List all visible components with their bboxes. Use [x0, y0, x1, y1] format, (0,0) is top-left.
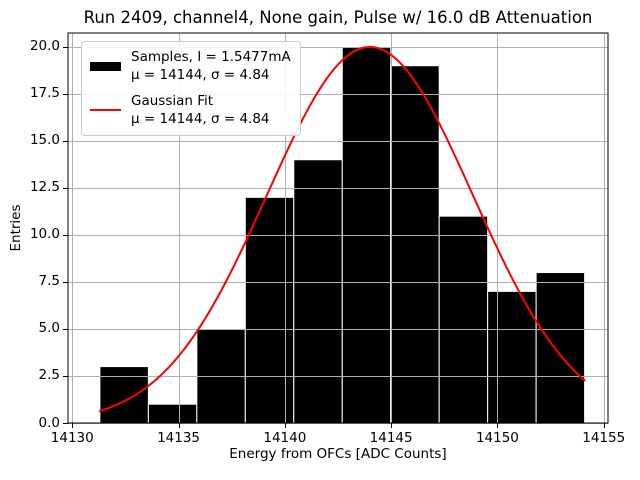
- gaussian-fit-curve: [98, 45, 586, 412]
- legend: Samples, I = 1.5477mA μ = 14144, σ = 4.8…: [81, 41, 301, 137]
- histogram-bar: [438, 215, 489, 424]
- fit-swatch-box: [90, 109, 121, 112]
- histogram-bar: [147, 403, 198, 424]
- y-tick-label: 10.0: [29, 226, 60, 243]
- x-tick-label: 14140: [263, 430, 307, 446]
- histogram-bar: [293, 159, 343, 424]
- legend-entry-gaussian-fit: Gaussian Fit μ = 14144, σ = 4.84: [90, 92, 291, 129]
- x-axis-label: Energy from OFCs [ADC Counts]: [229, 446, 447, 462]
- y-tick-label: 7.5: [38, 273, 60, 290]
- axes-spines: [67, 32, 609, 424]
- y-tick-label: 20.0: [29, 38, 60, 55]
- y-tick-label: 0.0: [38, 414, 60, 431]
- histogram-bar: [535, 272, 586, 424]
- y-tick-label: 2.5: [38, 367, 60, 384]
- legend-entry-samples: Samples, I = 1.5477mA μ = 14144, σ = 4.8…: [90, 48, 291, 85]
- histogram-bar: [487, 290, 537, 424]
- chart-title: Run 2409, channel4, None gain, Pulse w/ …: [83, 8, 593, 27]
- x-tick-label: 14130: [50, 430, 94, 446]
- samples-label: Samples, I = 1.5477mA: [131, 49, 291, 65]
- y-tick-label: 17.5: [29, 85, 60, 102]
- y-tick-label: 12.5: [29, 179, 60, 196]
- histogram-bar: [244, 196, 295, 424]
- histogram-bar: [196, 328, 246, 424]
- histogram-bar: [390, 65, 440, 424]
- x-tick-label: 14155: [582, 430, 626, 446]
- samples-stats: μ = 14144, σ = 4.84: [131, 67, 270, 84]
- x-tick-label: 14150: [475, 430, 519, 446]
- samples-swatch-box: [90, 61, 121, 71]
- x-tick-label: 14145: [369, 430, 413, 446]
- fit-label: Gaussian Fit: [131, 92, 214, 109]
- x-tick-label: 14135: [157, 430, 201, 446]
- y-tick-label: 15.0: [29, 132, 60, 149]
- black-patch-swatch: [90, 61, 121, 71]
- histogram-bar: [99, 366, 149, 424]
- fit-stats: μ = 14144, σ = 4.84: [131, 111, 270, 128]
- red-line-swatch: [90, 109, 121, 112]
- y-tick-label: 5.0: [38, 320, 60, 337]
- histogram-bar: [341, 46, 392, 424]
